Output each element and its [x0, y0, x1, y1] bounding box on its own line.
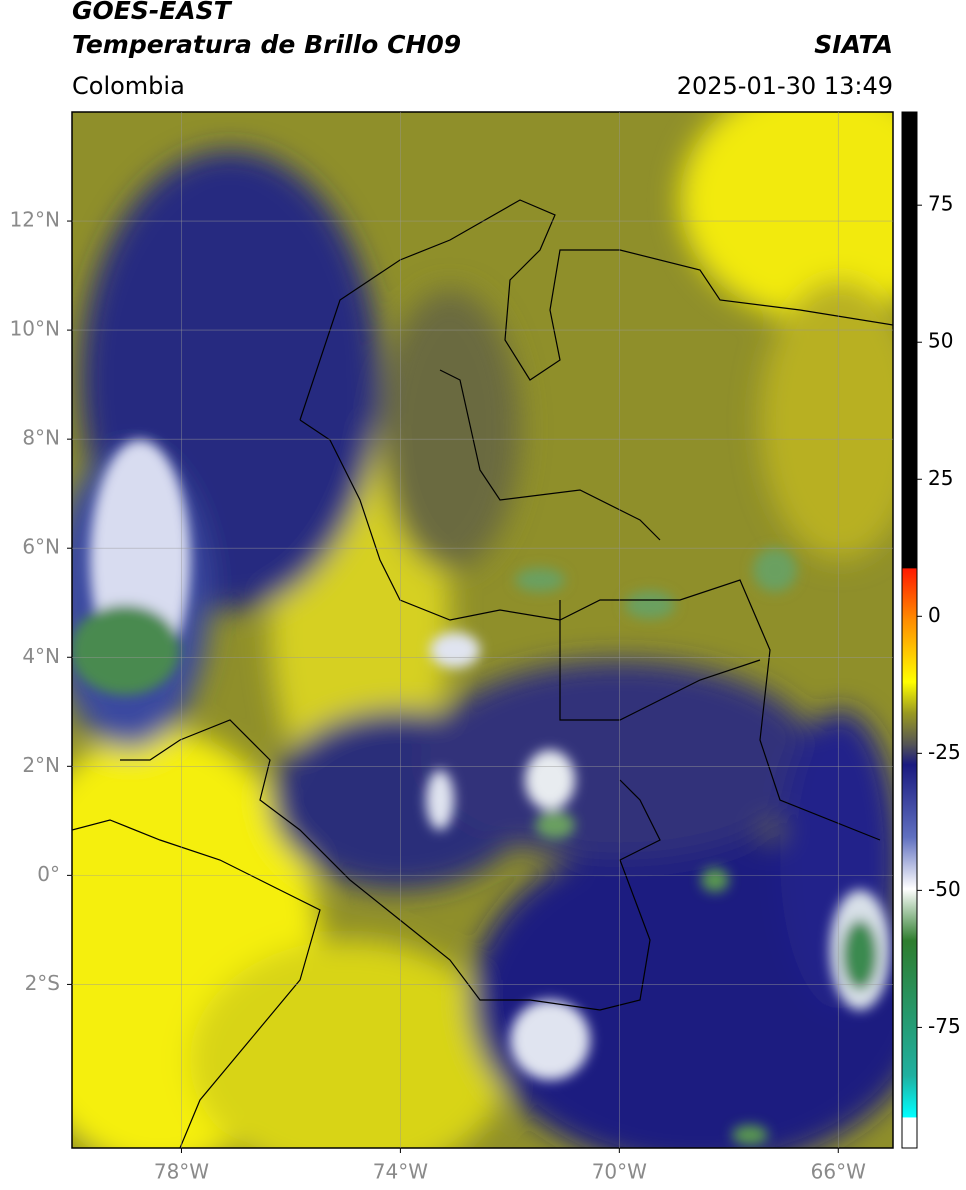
lon-tick-label: 66°W	[811, 1160, 866, 1184]
lat-tick-label: 10°N	[10, 317, 60, 341]
lat-tick-label: 0°	[37, 862, 60, 886]
map-frame	[71, 111, 894, 1149]
colorbar	[901, 111, 918, 1149]
lon-tick-label: 74°W	[373, 1160, 428, 1184]
lat-tick-label: 4°N	[22, 644, 60, 668]
datetime: 2025-01-30 13:49	[677, 72, 893, 100]
colorbar-tick-label: 75	[928, 192, 953, 216]
colorbar-tick-label: 0	[928, 603, 941, 627]
title: GOES-EAST	[72, 0, 233, 25]
region: Colombia	[72, 72, 185, 100]
lat-tick-label: 2°S	[25, 971, 60, 995]
satellite-image	[72, 112, 893, 1148]
colorbar-tick-label: -50	[928, 877, 961, 901]
colorbar-tick-label: -75	[928, 1014, 961, 1038]
subtitle: Temperatura de Brillo CH09	[72, 30, 461, 59]
colorbar-tick-label: 25	[928, 466, 953, 490]
lon-tick-label: 70°W	[592, 1160, 647, 1184]
lat-tick-label: 2°N	[22, 753, 60, 777]
source: SIATA	[814, 30, 893, 59]
lon-tick-label: 78°W	[154, 1160, 209, 1184]
lat-tick-label: 8°N	[22, 426, 60, 450]
colorbar-tick-label: 50	[928, 329, 953, 353]
lat-tick-label: 12°N	[10, 208, 60, 232]
lat-tick-label: 6°N	[22, 535, 60, 559]
colorbar-tick-label: -25	[928, 740, 961, 764]
